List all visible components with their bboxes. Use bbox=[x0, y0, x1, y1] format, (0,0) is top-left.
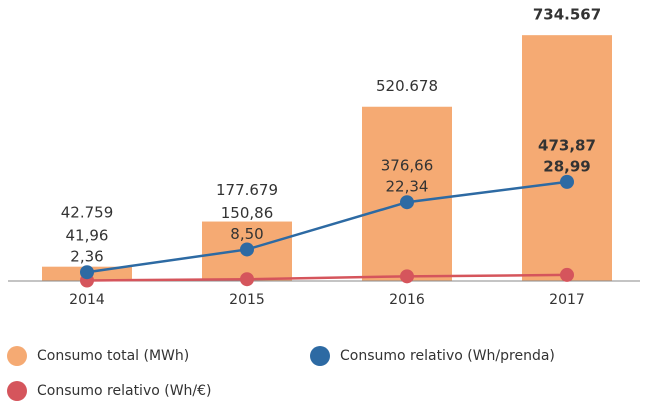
bar bbox=[522, 35, 612, 281]
x-tick-label: 2016 bbox=[389, 292, 425, 308]
data-label: 376,66 bbox=[381, 157, 434, 175]
legend-label: Consumo total (MWh) bbox=[37, 348, 189, 364]
point bbox=[240, 242, 254, 257]
point bbox=[400, 195, 414, 210]
point bbox=[400, 269, 414, 284]
data-label: 520.678 bbox=[376, 77, 438, 95]
point bbox=[560, 267, 574, 282]
legend-label: Consumo relativo (Wh/prenda) bbox=[340, 348, 555, 364]
data-label: 2,36 bbox=[70, 248, 103, 266]
data-label: 8,50 bbox=[230, 225, 263, 243]
data-label: 41,96 bbox=[66, 227, 109, 245]
data-label: 150,86 bbox=[221, 204, 274, 222]
data-label: 734.567 bbox=[533, 6, 601, 24]
x-tick-label: 2014 bbox=[69, 292, 105, 308]
line bbox=[86, 180, 568, 274]
bar bbox=[362, 106, 452, 281]
data-label: 22,34 bbox=[386, 178, 429, 196]
data-label: 177.679 bbox=[216, 181, 278, 199]
line bbox=[86, 273, 568, 282]
x-tick-label: 2017 bbox=[549, 292, 585, 308]
data-label: 42.759 bbox=[61, 204, 114, 222]
legend-swatch bbox=[310, 346, 330, 366]
point bbox=[560, 174, 574, 189]
data-label: 473,87 bbox=[538, 136, 596, 154]
legend-swatch bbox=[7, 381, 27, 401]
data-label: 28,99 bbox=[543, 157, 590, 175]
x-tick-label: 2015 bbox=[229, 292, 265, 308]
legend-label: Consumo relativo (Wh/€) bbox=[37, 383, 212, 399]
point bbox=[240, 272, 254, 287]
legend-swatch bbox=[7, 346, 27, 366]
point bbox=[80, 265, 94, 280]
